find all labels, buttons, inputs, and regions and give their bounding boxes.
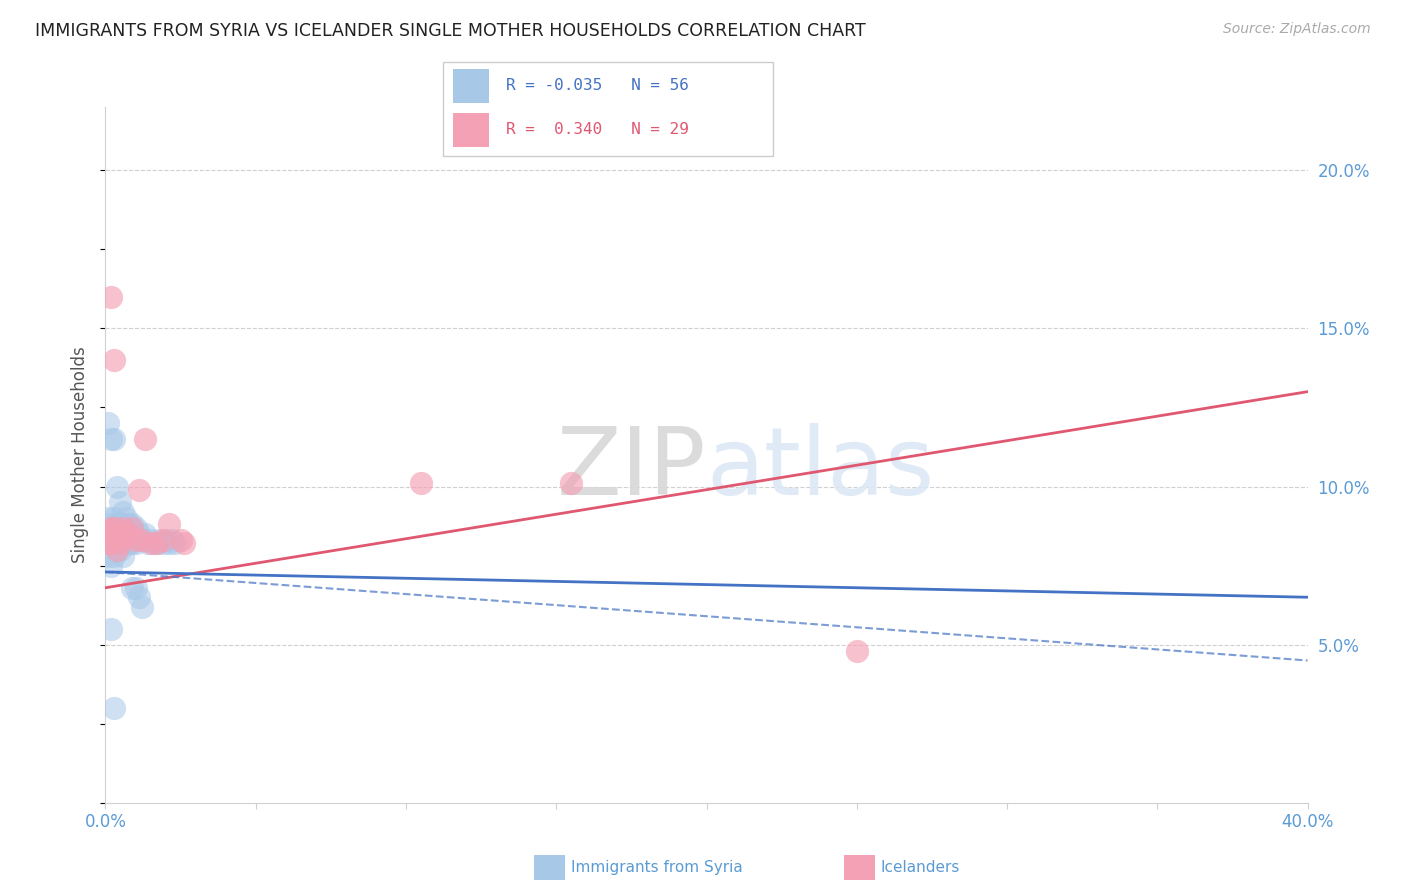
Point — [103, 521, 125, 535]
Point — [845, 644, 868, 658]
Bar — [453, 113, 489, 147]
Point — [136, 536, 159, 550]
Point — [169, 533, 191, 548]
Point — [118, 517, 141, 532]
Point — [128, 591, 150, 605]
Point — [131, 533, 153, 548]
Bar — [453, 69, 489, 103]
Point — [124, 521, 146, 535]
Point — [110, 495, 132, 509]
Point — [100, 558, 122, 573]
Point — [148, 533, 170, 548]
Point — [110, 517, 132, 532]
Text: R = -0.035   N = 56: R = -0.035 N = 56 — [506, 78, 689, 93]
Point — [121, 536, 143, 550]
Point — [131, 533, 153, 548]
Point — [103, 549, 125, 563]
Point — [103, 533, 125, 548]
Point — [107, 542, 129, 557]
Point — [100, 527, 122, 541]
Point — [100, 521, 122, 535]
Point — [107, 542, 129, 557]
Point — [145, 536, 167, 550]
Point — [124, 536, 146, 550]
Point — [142, 536, 165, 550]
Point — [100, 622, 122, 636]
Point — [134, 527, 156, 541]
Point — [103, 521, 125, 535]
Point — [124, 533, 146, 548]
Point — [100, 536, 122, 550]
Point — [121, 517, 143, 532]
Point — [139, 536, 162, 550]
Point — [560, 476, 582, 491]
Point — [107, 479, 129, 493]
Point — [100, 290, 122, 304]
Point — [118, 521, 141, 535]
Point — [115, 511, 138, 525]
Point — [97, 417, 120, 431]
Point — [115, 530, 138, 544]
Text: R =  0.340   N = 29: R = 0.340 N = 29 — [506, 122, 689, 137]
Point — [131, 599, 153, 614]
Point — [128, 483, 150, 497]
Point — [103, 432, 125, 446]
Point — [112, 521, 135, 535]
Point — [103, 533, 125, 548]
Point — [97, 549, 120, 563]
Point — [100, 533, 122, 548]
Point — [163, 536, 186, 550]
Y-axis label: Single Mother Households: Single Mother Households — [72, 347, 90, 563]
Point — [107, 527, 129, 541]
Text: Source: ZipAtlas.com: Source: ZipAtlas.com — [1223, 22, 1371, 37]
Point — [121, 521, 143, 535]
Point — [97, 527, 120, 541]
Point — [103, 353, 125, 368]
Point — [107, 527, 129, 541]
Point — [110, 536, 132, 550]
Text: ZIP: ZIP — [557, 423, 707, 515]
Point — [110, 527, 132, 541]
Text: IMMIGRANTS FROM SYRIA VS ICELANDER SINGLE MOTHER HOUSEHOLDS CORRELATION CHART: IMMIGRANTS FROM SYRIA VS ICELANDER SINGL… — [35, 22, 866, 40]
Point — [110, 524, 132, 538]
Point — [103, 701, 125, 715]
Point — [103, 511, 125, 525]
Point — [157, 517, 180, 532]
Point — [112, 505, 135, 519]
Point — [152, 536, 174, 550]
Point — [152, 533, 174, 548]
Point — [145, 536, 167, 550]
Point — [118, 536, 141, 550]
Text: Immigrants from Syria: Immigrants from Syria — [571, 861, 742, 875]
Point — [157, 536, 180, 550]
Text: Icelanders: Icelanders — [880, 861, 959, 875]
Point — [134, 432, 156, 446]
Point — [97, 524, 120, 538]
Point — [409, 476, 432, 491]
Point — [155, 533, 177, 548]
Point — [112, 549, 135, 563]
Point — [118, 527, 141, 541]
Point — [173, 536, 195, 550]
Point — [139, 533, 162, 548]
Point — [115, 533, 138, 548]
Point — [112, 521, 135, 535]
Point — [115, 517, 138, 532]
Point — [100, 517, 122, 532]
Point — [110, 542, 132, 557]
Point — [97, 511, 120, 525]
Point — [100, 432, 122, 446]
Point — [107, 517, 129, 532]
Point — [97, 536, 120, 550]
Point — [160, 533, 183, 548]
Point — [121, 581, 143, 595]
Point — [124, 581, 146, 595]
Point — [128, 527, 150, 541]
Point — [97, 536, 120, 550]
Text: atlas: atlas — [707, 423, 935, 515]
Point — [112, 533, 135, 548]
